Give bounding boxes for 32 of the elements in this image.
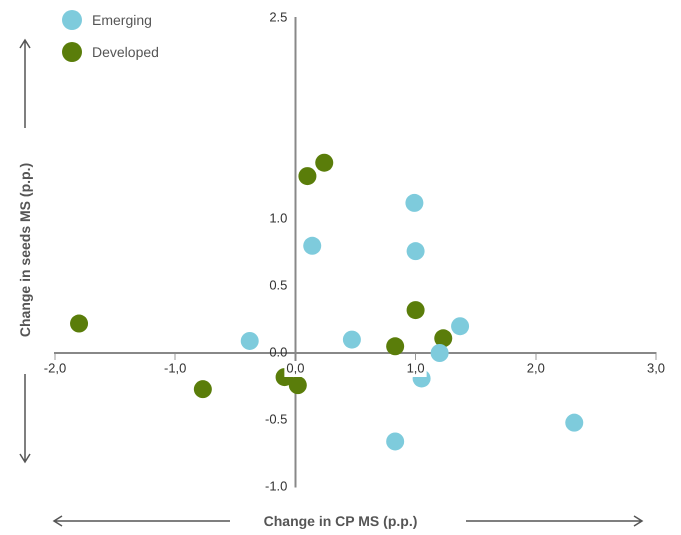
point [342, 330, 361, 349]
y-tick-label: 1.0 [269, 210, 288, 226]
point [405, 194, 424, 212]
y-axis-title: Change in seeds MS (p.p.) [17, 162, 33, 338]
point [70, 314, 88, 333]
legend-label: Developed [92, 44, 159, 60]
x-tick-label: 1,0 [406, 360, 425, 376]
point [430, 344, 449, 362]
x-tick-label: 3,0 [646, 360, 666, 376]
x-tick-label: 0,0 [286, 360, 304, 376]
y-tick-label: -1.0 [264, 478, 288, 494]
y-tick-label: 2.5 [269, 10, 288, 25]
x-axis-title: Change in CP MS (p.p.) [262, 513, 418, 529]
y-tick-label: 0.5 [269, 278, 288, 293]
point [386, 337, 404, 356]
point [315, 154, 334, 172]
x-tick-label: -1,0 [164, 360, 186, 376]
point [406, 242, 425, 260]
point [303, 236, 322, 255]
point [194, 380, 212, 398]
x-tick-label: 2,0 [526, 360, 545, 376]
point [434, 329, 452, 348]
point [565, 414, 584, 432]
point [288, 376, 307, 394]
legend-label: Emerging [92, 12, 152, 28]
x-tick-label: -2,0 [44, 360, 66, 376]
y-tick-label: -0.5 [264, 412, 288, 427]
point [406, 301, 425, 320]
point [240, 332, 259, 350]
point [386, 432, 404, 450]
point [451, 317, 470, 336]
point [298, 167, 316, 186]
